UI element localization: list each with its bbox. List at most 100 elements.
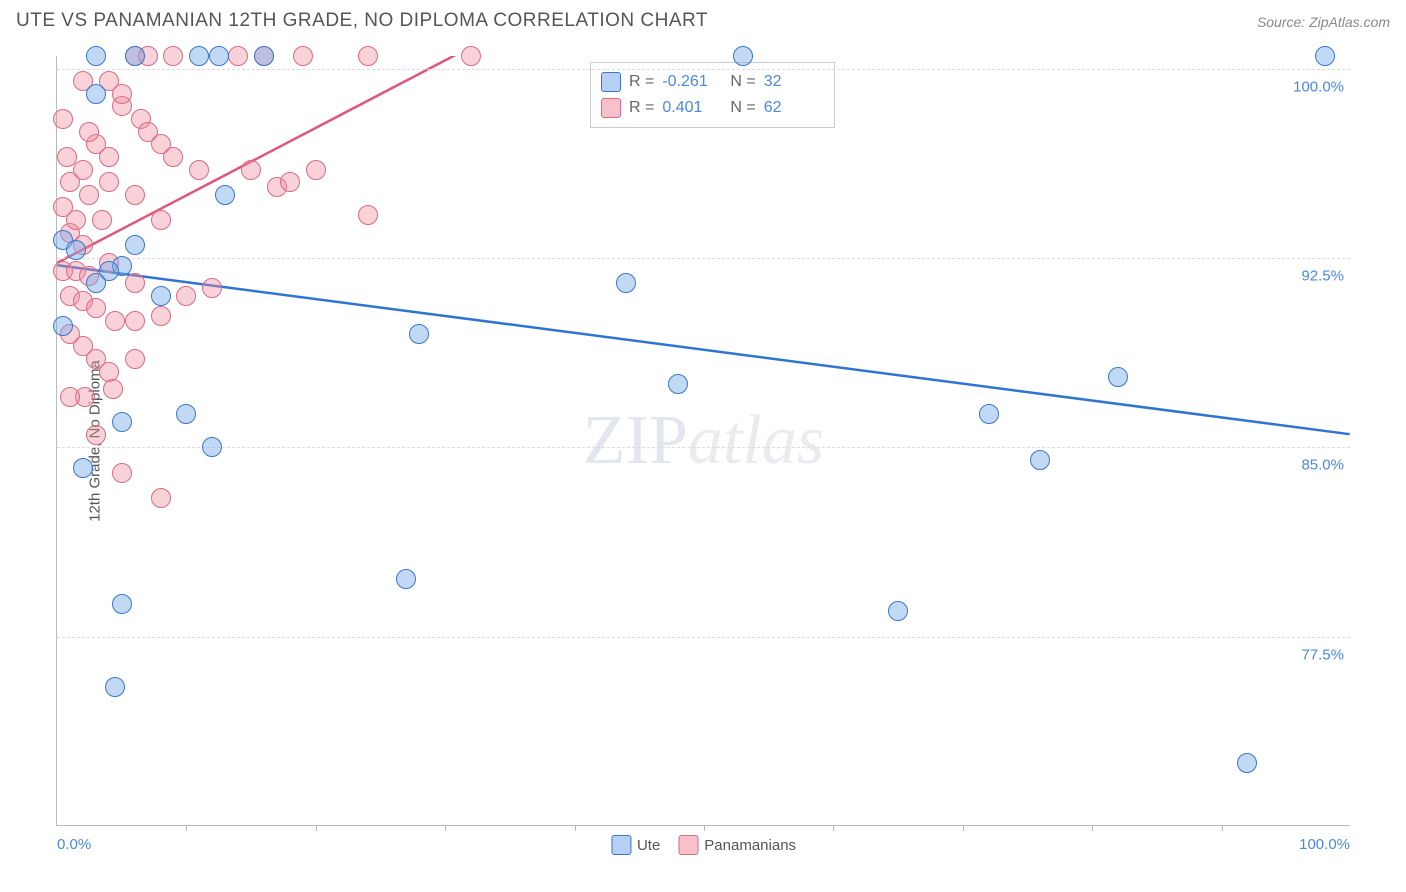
data-point (125, 273, 145, 293)
legend-swatch (611, 835, 631, 855)
x-tick (186, 825, 187, 831)
data-point (888, 601, 908, 621)
data-point (60, 387, 80, 407)
data-point (125, 185, 145, 205)
data-point (105, 677, 125, 697)
data-point (66, 240, 86, 260)
data-point (1030, 450, 1050, 470)
x-tick (1092, 825, 1093, 831)
data-point (79, 122, 99, 142)
n-label: N = (730, 73, 755, 91)
data-point (125, 46, 145, 66)
data-point (209, 46, 229, 66)
gridline (57, 447, 1350, 448)
data-point (112, 463, 132, 483)
data-point (125, 311, 145, 331)
data-point (53, 316, 73, 336)
data-point (358, 46, 378, 66)
data-point (202, 278, 222, 298)
data-point (151, 286, 171, 306)
data-point (92, 210, 112, 230)
data-point (99, 147, 119, 167)
x-tick (833, 825, 834, 831)
data-point (53, 109, 73, 129)
data-point (616, 273, 636, 293)
data-point (99, 362, 119, 382)
x-tick (963, 825, 964, 831)
data-point (241, 160, 261, 180)
chart-title: UTE VS PANAMANIAN 12TH GRADE, NO DIPLOMA… (16, 10, 708, 31)
data-point (73, 160, 93, 180)
x-tick (445, 825, 446, 831)
data-point (254, 46, 274, 66)
x-tick-label-min: 0.0% (57, 836, 91, 853)
legend-row: R = -0.261 N = 32 (601, 69, 824, 95)
x-tick (575, 825, 576, 831)
data-point (189, 160, 209, 180)
data-point (409, 324, 429, 344)
data-point (86, 273, 106, 293)
data-point (1315, 46, 1335, 66)
data-point (163, 147, 183, 167)
data-point (103, 379, 123, 399)
source-attribution: Source: ZipAtlas.com (1257, 14, 1390, 30)
data-point (66, 210, 86, 230)
legend-label: Ute (637, 837, 660, 854)
data-point (73, 458, 93, 478)
data-point (228, 46, 248, 66)
data-point (358, 205, 378, 225)
data-point (202, 437, 222, 457)
data-point (112, 412, 132, 432)
data-point (1237, 753, 1257, 773)
chart-container: 12th Grade, No Diploma ZIPatlas R = -0.2… (50, 56, 1350, 826)
data-point (668, 374, 688, 394)
data-point (86, 84, 106, 104)
x-tick (1222, 825, 1223, 831)
series-legend: Ute Panamanians (611, 835, 796, 855)
x-tick (316, 825, 317, 831)
data-point (125, 235, 145, 255)
data-point (176, 404, 196, 424)
data-point (105, 311, 125, 331)
n-value: 62 (764, 99, 824, 117)
legend-swatch (678, 835, 698, 855)
gridline (57, 258, 1350, 259)
legend-swatch (601, 98, 621, 118)
data-point (733, 46, 753, 66)
data-point (86, 46, 106, 66)
data-point (99, 172, 119, 192)
data-point (86, 298, 106, 318)
r-value: -0.261 (662, 73, 722, 91)
gridline (57, 637, 1350, 638)
data-point (215, 185, 235, 205)
data-point (979, 404, 999, 424)
data-point (125, 349, 145, 369)
watermark: ZIPatlas (583, 401, 824, 481)
n-value: 32 (764, 73, 824, 91)
legend-swatch (601, 72, 621, 92)
data-point (306, 160, 326, 180)
data-point (151, 488, 171, 508)
data-point (79, 185, 99, 205)
data-point (112, 84, 132, 104)
legend-label: Panamanians (704, 837, 796, 854)
data-point (151, 306, 171, 326)
data-point (280, 172, 300, 192)
y-tick-label: 77.5% (1297, 646, 1344, 663)
data-point (396, 569, 416, 589)
n-label: N = (730, 99, 755, 117)
data-point (1108, 367, 1128, 387)
data-point (461, 46, 481, 66)
correlation-legend: R = -0.261 N = 32R = 0.401 N = 62 (590, 62, 835, 128)
data-point (176, 286, 196, 306)
r-value: 0.401 (662, 99, 722, 117)
legend-item: Panamanians (678, 835, 796, 855)
x-tick-label-max: 100.0% (1299, 836, 1350, 853)
gridline (57, 69, 1350, 70)
y-tick-label: 85.0% (1297, 457, 1344, 474)
r-label: R = (629, 99, 654, 117)
data-point (151, 210, 171, 230)
legend-item: Ute (611, 835, 660, 855)
r-label: R = (629, 73, 654, 91)
data-point (293, 46, 313, 66)
